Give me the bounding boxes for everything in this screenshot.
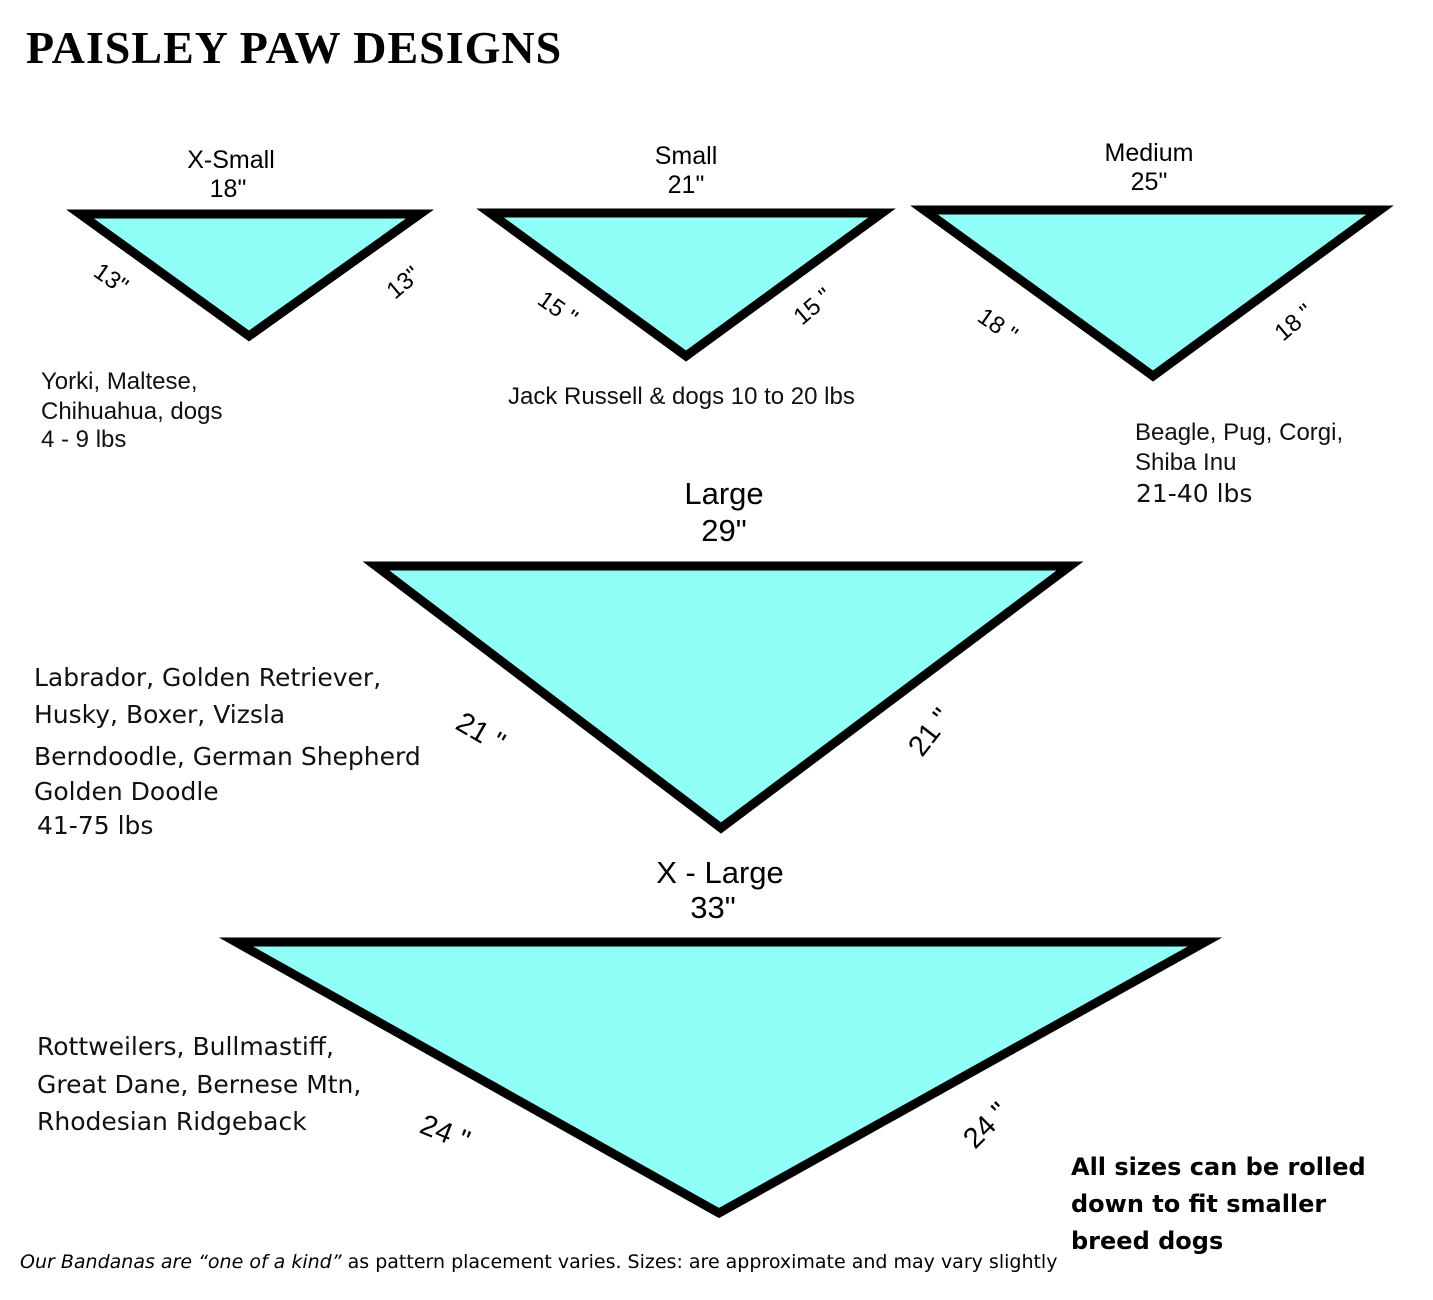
size-name: X - Large (656, 855, 784, 890)
side-length-left: 15 " (533, 286, 583, 332)
bandana-triangle (362, 561, 1084, 834)
size-xlarge: X - Large 33" 24 " 24 " Rottweilers, Bul… (37, 855, 1223, 1219)
breed-line: 4 - 9 lbs (41, 426, 126, 453)
size-width: 25" (1131, 168, 1168, 196)
breed-line: Beagle, Pug, Corgi, (1135, 419, 1343, 446)
footer-rest: as pattern placement varies. Sizes: are … (342, 1251, 1058, 1273)
size-name: X-Small (187, 146, 275, 174)
bandana-triangle (476, 208, 896, 362)
note-line: down to fit smaller (1071, 1190, 1326, 1218)
side-length-left: 21 " (451, 706, 511, 759)
side-length-right: 13" (382, 261, 426, 304)
note-line: breed dogs (1071, 1227, 1223, 1255)
bandana-triangle (218, 937, 1223, 1219)
size-width: 18" (210, 175, 247, 203)
side-length-right: 24 " (957, 1097, 1015, 1155)
breed-line: Rottweilers, Bullmastiff, (37, 1032, 334, 1061)
breed-line: Labrador, Golden Retriever, (34, 663, 381, 692)
side-length-left: 24 " (415, 1109, 474, 1158)
breed-line: Yorki, Maltese, (41, 368, 198, 395)
breed-line: Golden Doodle (34, 777, 219, 806)
side-length-right: 21 " (902, 703, 958, 763)
size-name: Medium (1105, 139, 1194, 167)
size-xsmall: X-Small 18" 13" 13" Yorki, Maltese, Chih… (41, 146, 435, 453)
size-width: 29" (701, 513, 747, 548)
size-name: Small (655, 142, 718, 170)
breed-line: Great Dane, Bernese Mtn, (37, 1070, 361, 1099)
footer-italic: Our Bandanas are “one of a kind” (20, 1251, 342, 1273)
brand-logo: PAISLEY PAW DESIGNS (26, 22, 562, 73)
side-length-right: 15 " (789, 283, 838, 331)
bandana-triangle (66, 209, 435, 342)
note-line: All sizes can be rolled (1071, 1153, 1366, 1181)
size-name: Large (684, 476, 763, 511)
breed-line: 41-75 lbs (37, 811, 153, 840)
breed-line: Rhodesian Ridgeback (37, 1107, 307, 1136)
breed-line: Shiba Inu (1135, 449, 1236, 476)
roll-down-note: All sizes can be rolled down to fit smal… (1071, 1153, 1366, 1255)
breed-line: Husky, Boxer, Vizsla (34, 700, 285, 729)
side-length-left: 13" (89, 258, 133, 300)
bandana-triangle (910, 205, 1394, 382)
side-length-right: 18 " (1270, 299, 1319, 347)
breed-line: Berndoodle, German Shepherd (34, 742, 421, 771)
side-length-left: 18 " (973, 303, 1023, 349)
size-medium: Medium 25" 18 " 18 " Beagle, Pug, Corgi,… (910, 139, 1394, 508)
breed-line: 21-40 lbs (1136, 479, 1252, 508)
footer-disclaimer: Our Bandanas are “one of a kind” as patt… (20, 1251, 1057, 1273)
size-small: Small 21" 15 " 15 " Jack Russell & dogs … (476, 142, 896, 410)
breed-line: Chihuahua, dogs (41, 398, 222, 425)
breed-line: Jack Russell & dogs 10 to 20 lbs (508, 383, 855, 410)
size-width: 33" (690, 890, 736, 925)
size-large: Large 29" 21 " 21 " Labrador, Golden Ret… (34, 476, 1084, 840)
size-width: 21" (668, 171, 705, 199)
